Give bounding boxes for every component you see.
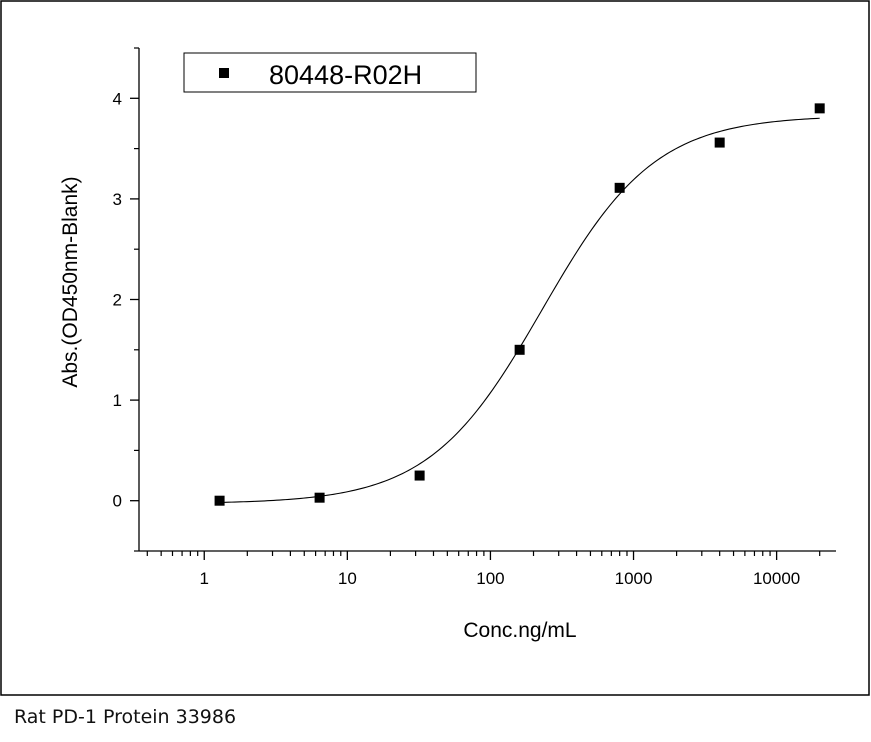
x-tick-label: 10 <box>338 569 357 588</box>
outer-frame <box>0 0 870 696</box>
data-point <box>214 495 225 506</box>
x-tick-label: 10000 <box>753 569 800 588</box>
data-points-layer <box>214 103 825 506</box>
y-tick-label: 2 <box>113 291 122 310</box>
x-tick-label: 1000 <box>615 569 653 588</box>
x-axis-label: Conc.ng/mL <box>463 619 576 642</box>
legend-label: 80448-R02H <box>269 60 422 90</box>
y-tick-label: 3 <box>113 190 122 209</box>
legend-box <box>183 52 477 93</box>
legend-marker <box>219 68 229 78</box>
y-tick-label: 1 <box>113 391 122 410</box>
data-point <box>614 182 625 193</box>
data-point <box>714 137 725 148</box>
data-point <box>514 344 525 355</box>
data-point <box>414 470 425 481</box>
x-tick-label: 1 <box>200 569 209 588</box>
y-tick-label: 4 <box>113 89 122 108</box>
data-point <box>814 103 825 114</box>
y-tick-label: 0 <box>113 492 122 511</box>
x-tick-label: 100 <box>476 569 504 588</box>
axes <box>130 47 836 560</box>
tick-labels-layer: 0 1 2 3 4 1 10 100 1000 10000 <box>113 89 801 588</box>
y-axis-label: Abs.(OD450nm-Blank) <box>59 176 82 387</box>
figure-caption: Rat PD-1 Protein 33986 <box>14 706 237 728</box>
legend: 80448-R02H <box>183 52 477 93</box>
data-point <box>314 492 325 503</box>
